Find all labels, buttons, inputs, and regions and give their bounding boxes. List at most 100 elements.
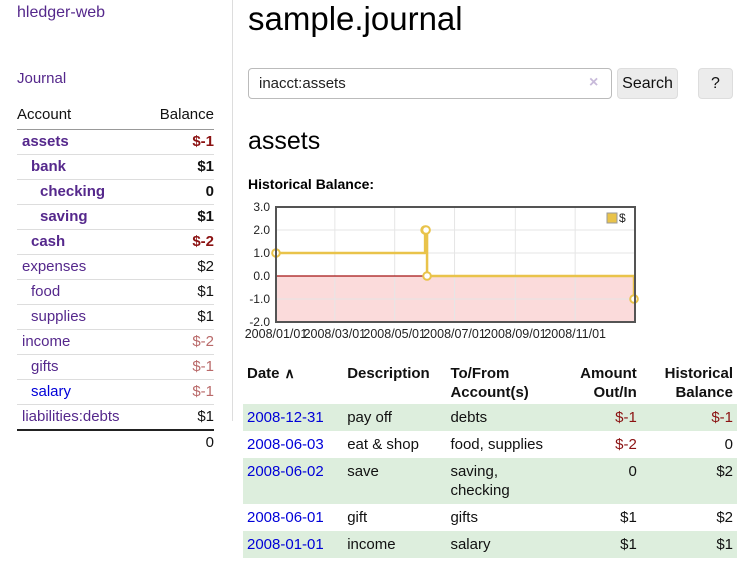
transaction-balance: $-1 (711, 409, 733, 426)
svg-text:$: $ (619, 211, 626, 225)
page-title: sample.journal (248, 0, 463, 37)
search-input[interactable] (248, 68, 612, 99)
account-row-expenses: expenses $2 (17, 254, 214, 280)
account-balance: $-1 (145, 354, 214, 380)
svg-text:3.0: 3.0 (253, 200, 270, 214)
account-link-assets[interactable]: assets (22, 133, 69, 150)
account-row-cash: cash $-2 (17, 229, 214, 255)
transaction-description: pay off (347, 409, 392, 426)
account-balance: $2 (145, 254, 214, 280)
historical-balance-chart: 3.0 2.0 1.0 0.0 -1.0 -2.0 2008/01/01 2008/03/01… (243, 200, 643, 345)
account-balance: $1 (145, 279, 214, 305)
search-form: × Search ? (248, 68, 734, 99)
account-row-checking: checking 0 (17, 179, 214, 205)
account-row-supplies: supplies $1 (17, 304, 214, 330)
clear-search-icon[interactable]: × (589, 74, 599, 91)
account-link-salary[interactable]: salary (31, 383, 72, 400)
transaction-balance: 0 (724, 436, 733, 453)
svg-text:-2.0: -2.0 (249, 315, 270, 329)
help-button[interactable]: ? (698, 68, 733, 99)
account-balance: 0 (145, 179, 214, 205)
svg-text:0.0: 0.0 (253, 269, 270, 283)
search-button[interactable]: Search (617, 68, 678, 99)
transaction-date-link[interactable]: 2008-12-31 (247, 409, 324, 426)
account-balance: $1 (145, 154, 214, 180)
transaction-description: eat & shop (347, 436, 419, 453)
balance-chart-svg: 3.0 2.0 1.0 0.0 -1.0 -2.02008/01/012008/03/01… (245, 200, 639, 341)
transaction-date-link[interactable]: 2008-06-01 (247, 509, 324, 526)
svg-text:2008/09/01: 2008/09/01 (484, 327, 547, 341)
transaction-accounts: food, supplies (450, 436, 544, 453)
transaction-amount: $1 (620, 509, 637, 526)
account-row-gifts: gifts $-1 (17, 354, 214, 380)
transaction-date-link[interactable]: 2008-06-02 (247, 463, 324, 480)
account-link-income[interactable]: income (22, 333, 71, 350)
account-link-expenses[interactable]: expenses (22, 258, 87, 275)
transaction-accounts: gifts (450, 509, 478, 526)
svg-text:2.0: 2.0 (253, 223, 270, 237)
account-link-food[interactable]: food (31, 283, 61, 300)
svg-text:-1.0: -1.0 (249, 292, 270, 306)
svg-text:2008/11/01: 2008/11/01 (544, 327, 606, 341)
account-link-gifts[interactable]: gifts (31, 358, 59, 375)
transaction-date-link[interactable]: 2008-01-01 (247, 536, 324, 553)
account-balance: $-2 (145, 229, 214, 255)
accounts-total-row: 0 (17, 429, 214, 455)
register-table: Date ∧ Description To/From Account(s) Amou… (243, 362, 737, 558)
transaction-accounts: debts (450, 409, 488, 426)
account-row-liabilities-debts: liabilities:debts $1 (17, 404, 214, 430)
account-row-saving: saving $1 (17, 204, 214, 230)
account-link-liabilities-debts[interactable]: liabilities:debts (22, 408, 120, 425)
account-row-food: food $1 (17, 279, 214, 305)
account-balance: $-1 (192, 133, 214, 150)
description-column-header: Description (347, 365, 430, 382)
account-row-bank: bank $1 (17, 154, 214, 180)
register-row: 2008-06-02 save saving, checking 0 $2 (243, 458, 737, 504)
svg-text:2008/07/01: 2008/07/01 (423, 327, 486, 341)
svg-text:2008/05/01: 2008/05/01 (363, 327, 426, 341)
account-link-supplies[interactable]: supplies (31, 308, 87, 325)
account-row-salary: salary $-1 (17, 379, 214, 405)
transaction-date-link[interactable]: 2008-06-03 (247, 436, 324, 453)
transaction-balance: $2 (716, 509, 733, 526)
account-balance: $-2 (145, 329, 214, 355)
sidebar-item-journal[interactable]: Journal (17, 70, 67, 87)
account-heading: assets (248, 127, 321, 155)
transaction-description: income (347, 536, 396, 553)
register-table-header: Date ∧ Description To/From Account(s) Amou… (243, 362, 737, 404)
balance-column-header: Balance (145, 104, 214, 130)
account-row-assets: assets $-1 (17, 130, 214, 155)
register-row: 2008-06-01 gift gifts $1 $2 (243, 504, 737, 531)
account-balance: $1 (145, 304, 214, 330)
transaction-balance: $1 (716, 536, 733, 553)
svg-text:2008/03/01: 2008/03/01 (304, 327, 367, 341)
amount-column-header: Amount Out/In (580, 365, 637, 401)
account-link-cash[interactable]: cash (31, 233, 66, 250)
accounts-column-header: To/From Account(s) (450, 365, 529, 401)
transaction-amount: 0 (628, 463, 637, 480)
transaction-accounts: saving, checking (450, 463, 510, 499)
app-title-link[interactable]: hledger-web (17, 4, 106, 21)
transaction-description: save (347, 463, 379, 480)
accounts-table-header: Account Balance (17, 104, 214, 130)
account-link-checking[interactable]: checking (40, 183, 106, 200)
sidebar: hledger-web Journal Account Balance asse… (0, 0, 233, 455)
svg-text:1.0: 1.0 (253, 246, 270, 260)
register-row: 2008-01-01 income salary $1 $1 (243, 531, 737, 558)
accounts-total-value: 0 (145, 429, 214, 455)
account-link-bank[interactable]: bank (31, 158, 67, 175)
balance-column-header: Historical Balance (664, 365, 733, 401)
account-balance: $1 (145, 404, 214, 430)
transaction-amount: $-1 (615, 409, 637, 426)
svg-text:2008/01/01: 2008/01/01 (245, 327, 308, 341)
transaction-description: gift (347, 509, 368, 526)
account-row-income: income $-2 (17, 329, 214, 355)
account-link-saving[interactable]: saving (40, 208, 88, 225)
sort-ascending-icon: ∧ (284, 365, 295, 381)
register-row: 2008-12-31 pay off debts $-1 $-1 (243, 404, 737, 431)
accounts-table: Account Balance assets $-1 bank $1 check… (17, 104, 214, 455)
date-column-header: Date ∧ (247, 365, 295, 382)
transaction-amount: $-2 (615, 436, 637, 453)
transaction-amount: $1 (620, 536, 637, 553)
